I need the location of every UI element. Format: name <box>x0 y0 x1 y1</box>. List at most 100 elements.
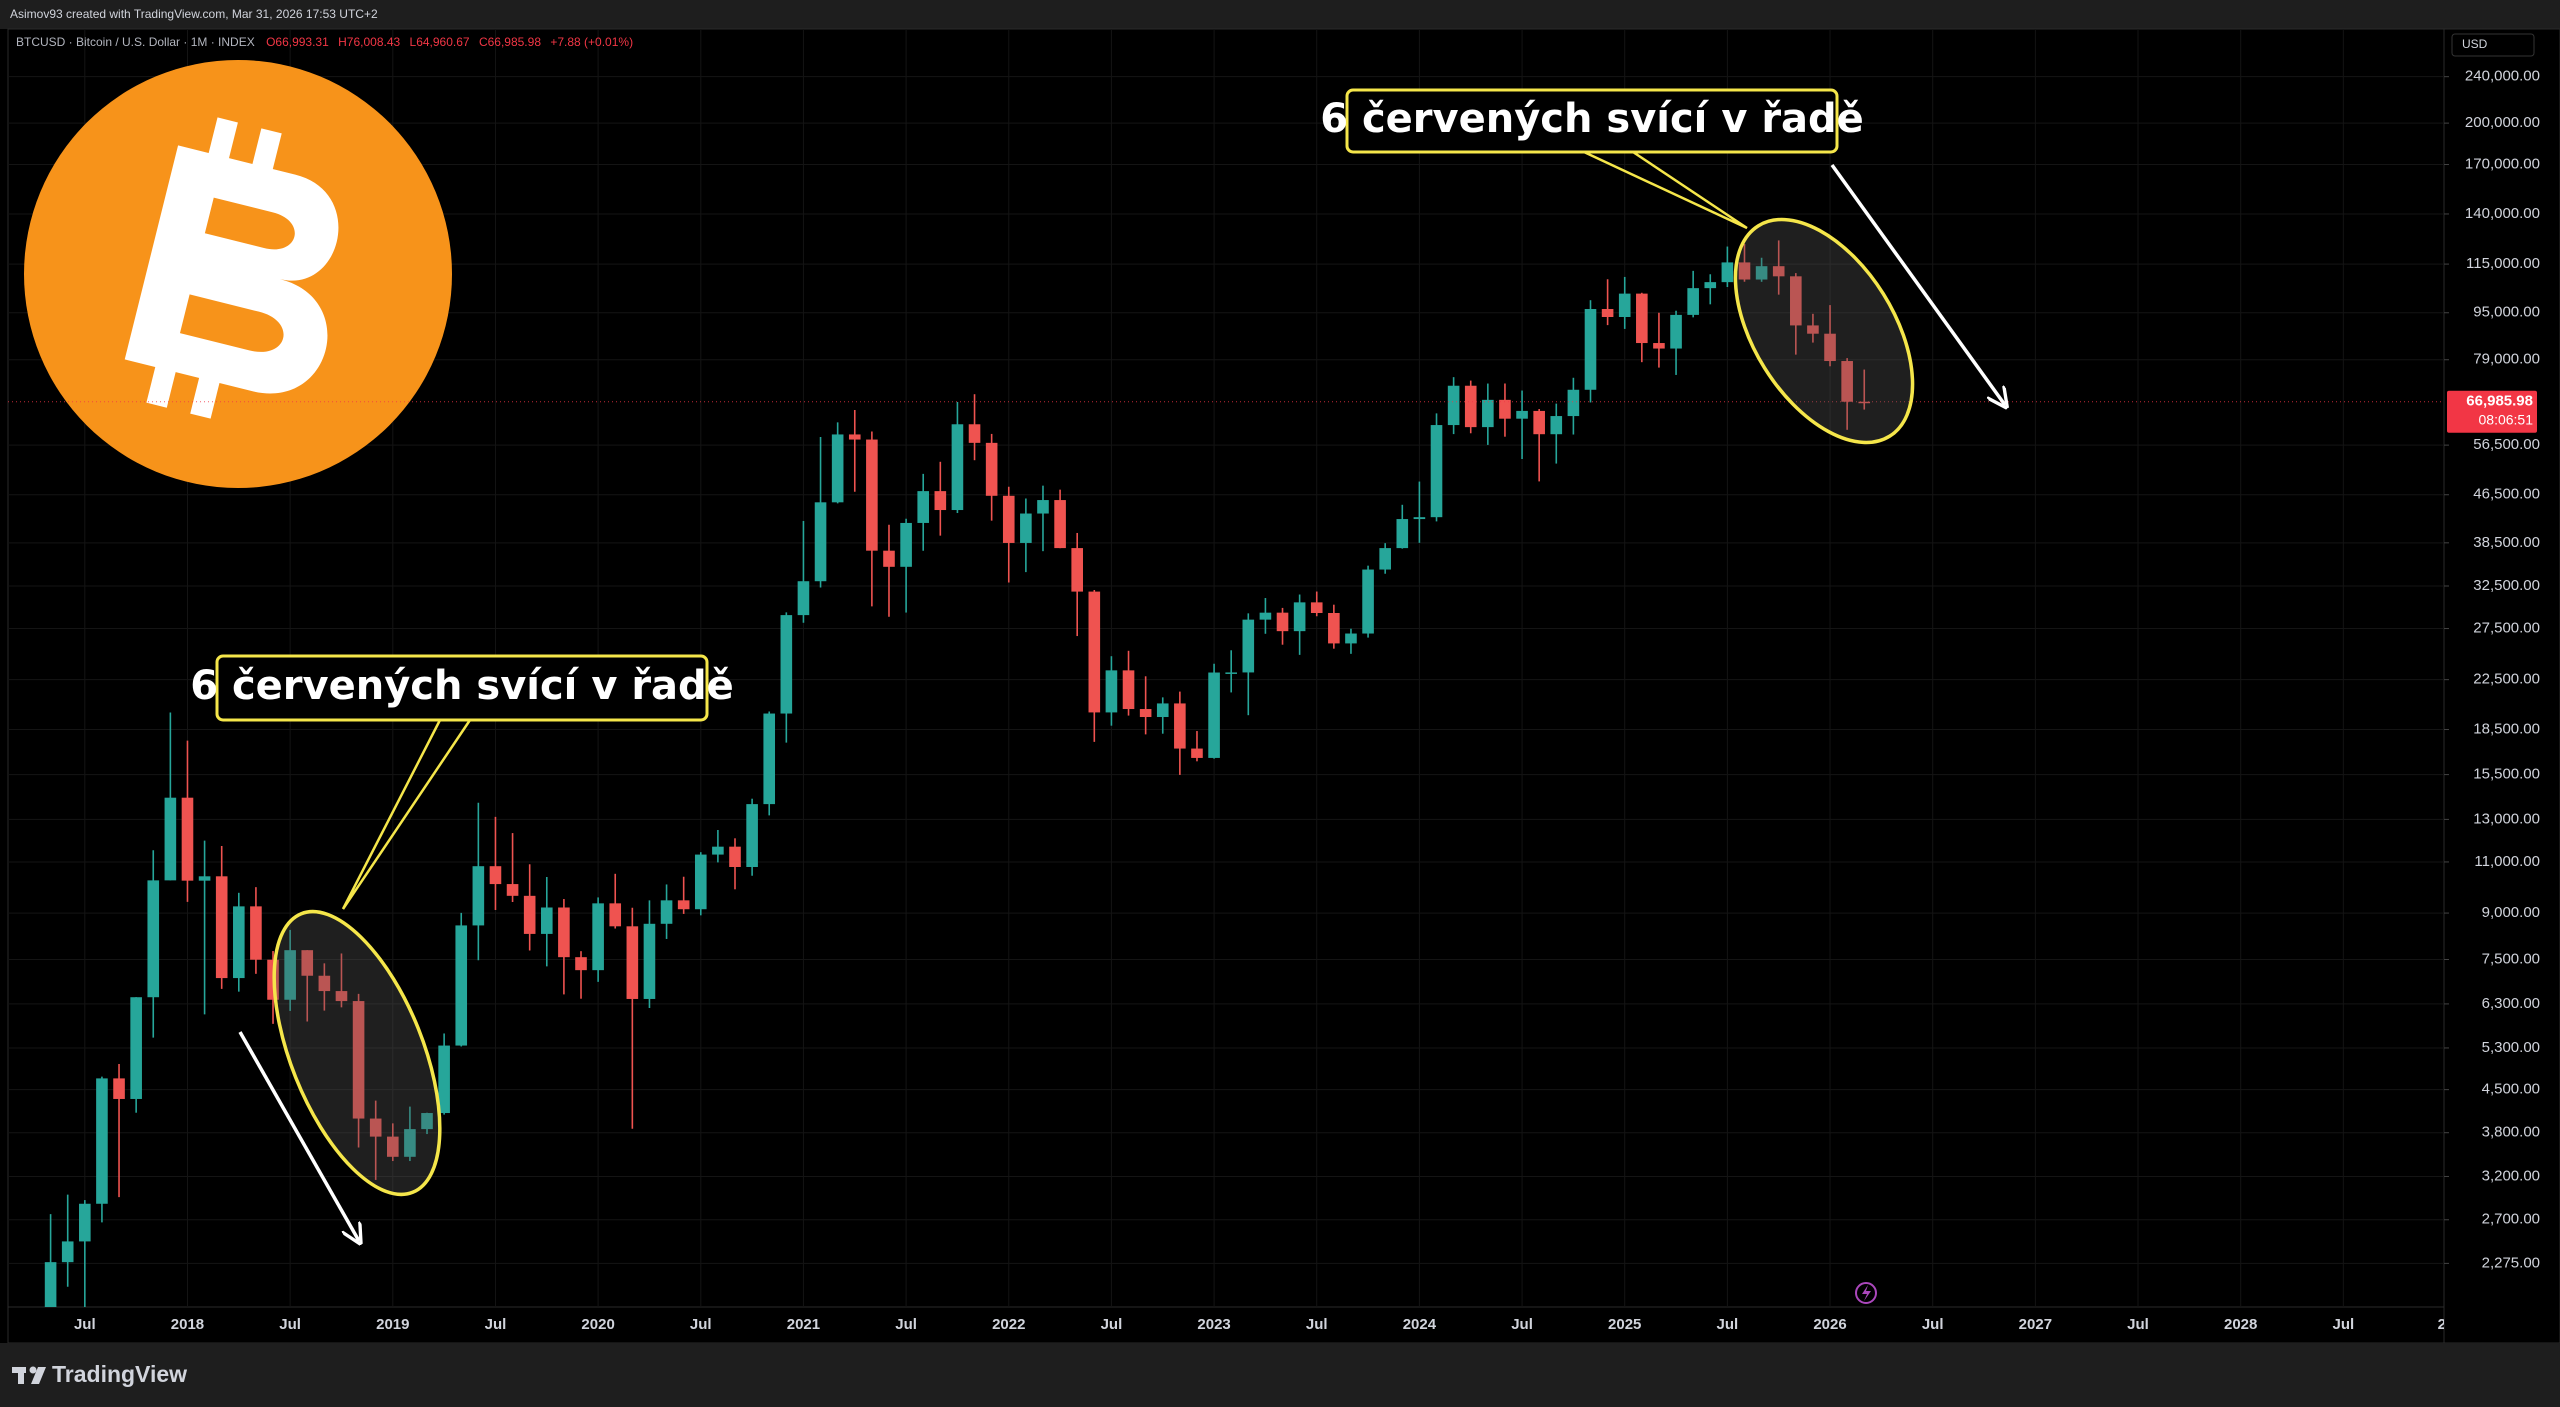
candle-body <box>985 442 998 496</box>
candle-body <box>1362 569 1374 634</box>
candle-body <box>1670 314 1682 349</box>
currency: USD <box>2462 37 2488 51</box>
candle <box>96 1076 108 1223</box>
candle-body <box>968 424 981 443</box>
x-tick-label: 2024 <box>1403 1316 1437 1333</box>
candle-body <box>1156 703 1169 718</box>
x-tick-label: Jul <box>1922 1316 1944 1333</box>
candle <box>1533 409 1545 482</box>
annotation-lower: 6 červených svící v řadě <box>190 654 734 1241</box>
candle-body <box>712 846 724 855</box>
candle <box>455 912 468 1047</box>
candle <box>335 953 348 1008</box>
candle <box>694 852 707 916</box>
candle <box>797 520 810 623</box>
x-tick-label: Jul <box>1101 1316 1123 1333</box>
candle-body <box>746 804 758 868</box>
candle <box>352 993 365 1148</box>
y-tick-label: 9,000.00 <box>2482 904 2540 921</box>
candle <box>1037 485 1049 552</box>
candle-body <box>1208 672 1220 758</box>
candle <box>1841 358 1853 430</box>
y-tick-label: 140,000.00 <box>2465 205 2540 222</box>
candle-body <box>387 1136 399 1157</box>
candle <box>1687 270 1699 318</box>
candle <box>1550 403 1563 464</box>
candle-body <box>951 424 964 511</box>
candle <box>233 892 245 992</box>
candle-body <box>1704 282 1717 289</box>
candle-body <box>438 1045 450 1114</box>
candle-body <box>626 926 639 999</box>
candle <box>1293 594 1306 655</box>
candle-body <box>1499 399 1511 419</box>
candle-body <box>1310 602 1323 614</box>
candle-body <box>1002 495 1015 543</box>
candle <box>1499 383 1511 437</box>
candle-body <box>181 797 194 881</box>
candle-body <box>455 925 468 1046</box>
candle-body <box>1755 266 1768 280</box>
candle <box>1704 274 1717 305</box>
candle-body <box>1105 670 1118 713</box>
candle-body <box>814 502 827 582</box>
x-tick-label: 2021 <box>787 1316 820 1333</box>
candle-body <box>1841 361 1853 402</box>
candle <box>1790 273 1802 355</box>
candle <box>1020 498 1032 573</box>
x-tick-label: Jul <box>1306 1316 1328 1333</box>
y-tick-label: 7,500.00 <box>2482 950 2540 967</box>
y-tick-label: 6,300.00 <box>2482 995 2540 1012</box>
candle-body <box>763 713 776 805</box>
candle <box>250 887 262 974</box>
candle-body <box>1191 748 1203 758</box>
footer-brand: TradingView <box>52 1361 187 1387</box>
candle <box>1259 598 1272 634</box>
candle <box>369 1100 382 1180</box>
candle <box>848 410 861 492</box>
countdown: 08:06:51 <box>2479 411 2534 427</box>
candle <box>1413 481 1426 543</box>
candle <box>1772 240 1785 295</box>
candle <box>1054 489 1066 549</box>
currency-box[interactable] <box>2451 33 2535 57</box>
candle-body <box>215 876 228 979</box>
candle <box>506 833 519 902</box>
candle-body <box>1567 389 1580 417</box>
candle-body <box>1088 591 1101 713</box>
x-tick-label: Jul <box>2332 1316 2354 1333</box>
candle-body <box>1020 513 1032 543</box>
candle <box>883 524 895 617</box>
candle-body <box>1293 602 1306 632</box>
annotation-text: 6 červených svící v řadě <box>190 663 734 709</box>
candle <box>1208 663 1220 759</box>
candle <box>164 712 177 881</box>
y-tick-label: 115,000.00 <box>2466 255 2540 272</box>
candle <box>626 907 639 1129</box>
replay-icon[interactable] <box>1855 1282 1877 1304</box>
candle-body <box>1328 613 1340 644</box>
x-tick-label: 20 <box>2438 1316 2455 1333</box>
candle <box>1738 243 1751 282</box>
candle <box>677 876 690 914</box>
candle-body <box>1482 399 1494 428</box>
candle-body <box>1687 288 1699 315</box>
candle <box>1088 590 1101 742</box>
candle <box>592 897 604 982</box>
candle-body <box>1533 410 1545 435</box>
candle-body <box>164 797 177 881</box>
candle <box>729 838 741 890</box>
candle-body <box>1790 276 1802 326</box>
legend-change: +7.88 (+0.01%) <box>550 35 633 49</box>
candle <box>215 845 228 989</box>
candle <box>438 1033 450 1115</box>
candle <box>1139 676 1152 735</box>
candle-body <box>643 923 656 999</box>
candle-body <box>780 615 793 714</box>
candle <box>472 802 485 961</box>
candle <box>1174 691 1186 775</box>
candle-body <box>1807 325 1819 334</box>
candle <box>814 437 827 588</box>
